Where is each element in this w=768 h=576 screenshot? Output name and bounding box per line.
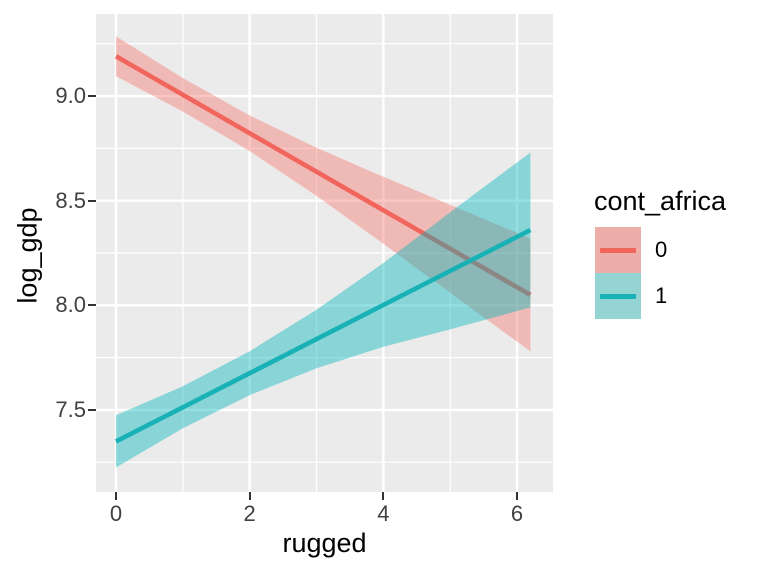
plot-area-svg	[96, 14, 553, 492]
y-tick-label: 9.0	[55, 83, 86, 109]
y-tick-label: 8.0	[55, 292, 86, 318]
axis-tick-mark	[88, 199, 96, 202]
x-tick-label: 4	[377, 501, 390, 526]
x-axis-title: rugged	[282, 528, 367, 558]
regression-line-1	[114, 227, 532, 444]
plot-panel	[96, 14, 553, 492]
legend: cont_africa 0 1	[594, 186, 727, 319]
axis-tick-mark	[88, 408, 96, 411]
y-tick-label: 8.5	[55, 187, 86, 213]
x-tick-label: 0	[109, 501, 123, 526]
axis-tick-mark	[88, 304, 96, 307]
y-tick-label: 7.5	[55, 396, 86, 422]
legend-entry-0: 0	[595, 227, 667, 273]
axis-tick-mark	[248, 492, 251, 500]
legend-key-label: 0	[655, 237, 668, 262]
y-axis-title: log_gdp	[12, 207, 43, 304]
legend-key-label: 1	[655, 283, 668, 308]
regression-line-0	[114, 54, 532, 297]
legend-entry-1: 1	[595, 273, 667, 319]
x-tick-label: 2	[243, 501, 256, 526]
axis-tick-mark	[114, 492, 117, 500]
legend-title: cont_africa	[594, 186, 727, 216]
axis-tick-mark	[516, 492, 519, 500]
x-tick-label: 6	[510, 501, 524, 526]
axis-tick-mark	[382, 492, 385, 500]
legend-key-swatch-1	[595, 273, 641, 319]
axis-tick-mark	[88, 95, 96, 98]
legend-key-swatch-0	[595, 227, 641, 273]
legend-key-line-0	[600, 247, 636, 253]
legend-key-line-1	[600, 293, 636, 299]
